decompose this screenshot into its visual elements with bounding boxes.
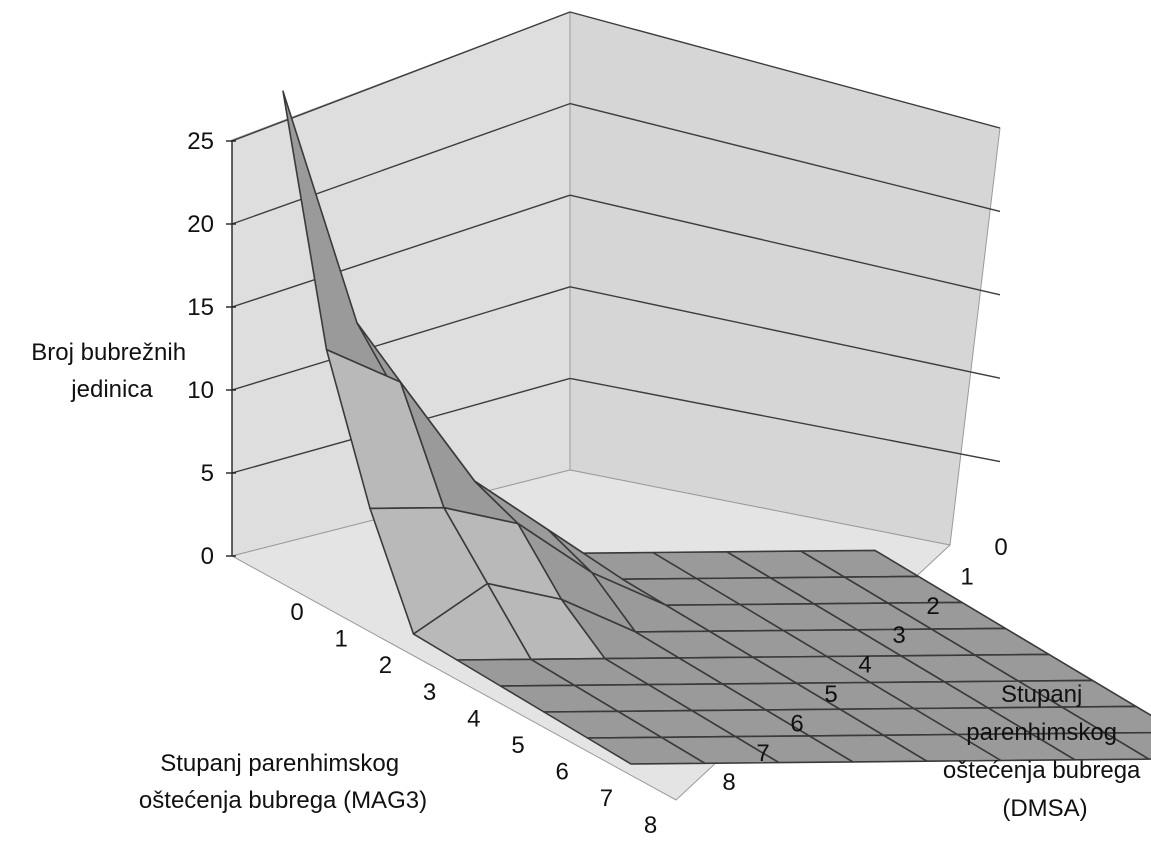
left-wall-gridline bbox=[231, 102, 571, 225]
left-wall-gridline bbox=[231, 286, 571, 391]
y-tick-label: 4 bbox=[858, 652, 871, 679]
y-axis-title-line-3: oštećenja bubrega bbox=[943, 757, 1141, 784]
surface-cell bbox=[1104, 731, 1151, 760]
x-tick-label: 3 bbox=[423, 679, 436, 706]
y-tick-label: 6 bbox=[790, 710, 803, 737]
z-tick-label: 10 bbox=[187, 377, 214, 404]
right-wall-gridline bbox=[569, 377, 1001, 463]
z-tick-label: 0 bbox=[201, 543, 214, 570]
z-tick-label: 5 bbox=[201, 460, 214, 487]
right-wall-gridline bbox=[569, 194, 1001, 296]
y-tick-label: 7 bbox=[756, 740, 769, 767]
back-right-wall bbox=[569, 11, 1001, 546]
y-axis-title-line-2: parenhimskog bbox=[966, 719, 1117, 746]
x-axis-title: Stupanj parenhimskog oštećenja bubrega (… bbox=[139, 750, 427, 814]
surface-cell bbox=[1061, 705, 1151, 734]
y-axis-title-line-4: (DMSA) bbox=[1002, 795, 1087, 822]
right-wall-gridline bbox=[569, 11, 1001, 129]
surface-mesh bbox=[282, 90, 1151, 765]
y-tick-label: 3 bbox=[892, 622, 905, 649]
x-tick-label: 5 bbox=[511, 732, 524, 759]
y-tick-label: 2 bbox=[926, 593, 939, 620]
z-tick-label: 25 bbox=[187, 128, 214, 155]
x-axis-title-line-1: Stupanj parenhimskog bbox=[160, 750, 399, 777]
right-wall-gridline bbox=[569, 286, 1001, 379]
y-axis-title: Stupanj parenhimskog oštećenja bubrega (… bbox=[943, 681, 1147, 822]
z-tick-label: 15 bbox=[187, 294, 214, 321]
x-tick-label: 2 bbox=[379, 652, 392, 679]
left-wall-gridline bbox=[231, 194, 571, 308]
chart-gridlines bbox=[231, 11, 1001, 474]
y-tick-label: 0 bbox=[994, 534, 1007, 561]
x-tick-label: 0 bbox=[290, 599, 303, 626]
x-tick-label: 1 bbox=[335, 626, 348, 653]
y-axis-title-line-1: Stupanj bbox=[1001, 681, 1082, 708]
y-tick-label: 8 bbox=[722, 769, 735, 796]
z-axis-title: Broj bubrežnih jedinica bbox=[31, 339, 192, 403]
y-tick-label: 5 bbox=[824, 681, 837, 708]
x-tick-label: 6 bbox=[556, 759, 569, 786]
y-tick-label: 1 bbox=[960, 563, 973, 590]
x-tick-label: 8 bbox=[644, 812, 657, 839]
x-tick-label: 7 bbox=[600, 785, 613, 812]
right-wall-gridline bbox=[569, 102, 1001, 213]
x-axis-title-line-2: oštećenja bubrega (MAG3) bbox=[139, 787, 427, 814]
z-axis-title-line-1: Broj bubrežnih bbox=[31, 339, 186, 366]
z-axis-title-line-2: jedinica bbox=[70, 376, 153, 403]
z-tick-label: 20 bbox=[187, 211, 214, 238]
x-tick-label: 4 bbox=[467, 705, 480, 732]
